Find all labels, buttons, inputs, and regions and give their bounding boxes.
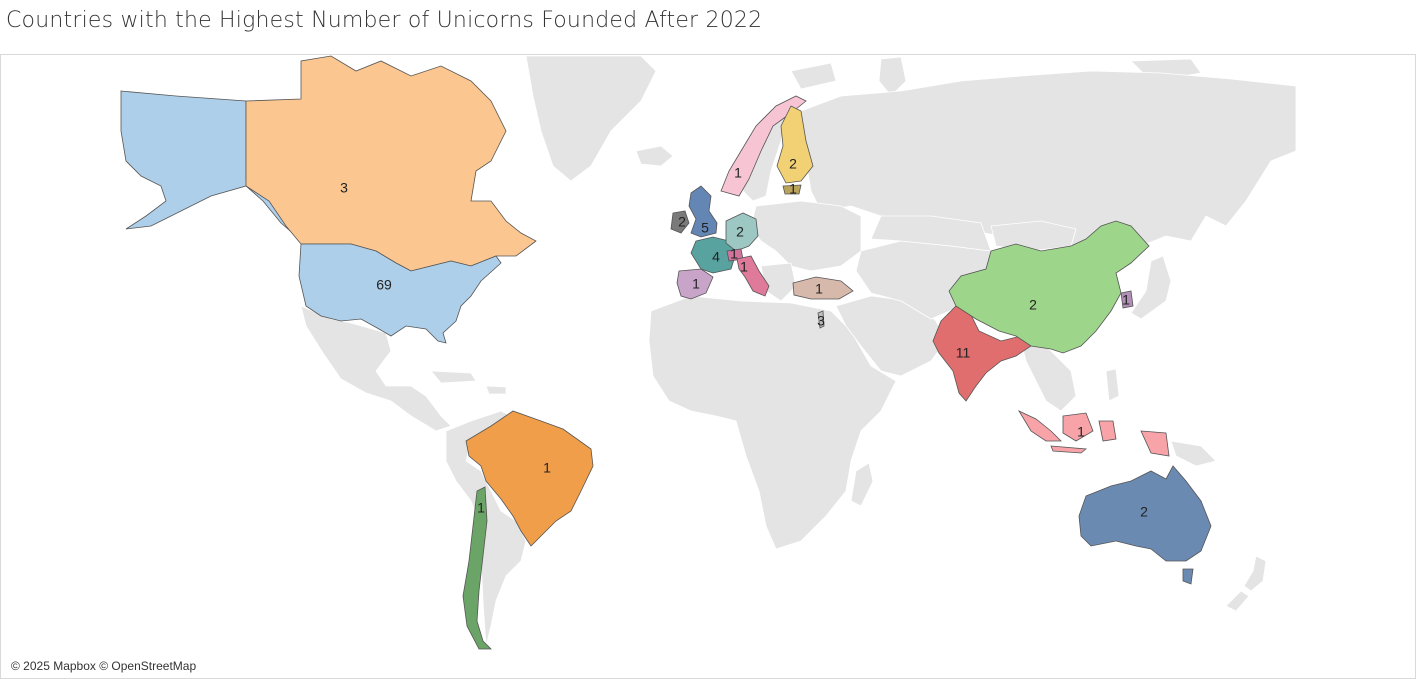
label-south-korea: 1 bbox=[1122, 292, 1130, 308]
region-germany[interactable] bbox=[725, 212, 759, 252]
label-ireland: 2 bbox=[678, 214, 686, 230]
highlighted-countries bbox=[120, 55, 1212, 650]
region-india[interactable] bbox=[932, 305, 1032, 402]
label-spain: 1 bbox=[692, 276, 700, 292]
region-united-kingdom[interactable] bbox=[688, 185, 718, 238]
label-finland: 2 bbox=[789, 156, 797, 172]
region-italy[interactable] bbox=[736, 255, 770, 297]
region-canada[interactable] bbox=[245, 55, 537, 272]
label-united-states: 69 bbox=[376, 277, 392, 293]
label-estonia: 1 bbox=[789, 181, 797, 197]
label-india: 11 bbox=[956, 345, 971, 361]
region-australia[interactable] bbox=[1078, 465, 1212, 585]
label-norway: 1 bbox=[734, 165, 742, 181]
world-map[interactable]: 69 3 1 1 5 2 4 2 1 1 1 1 2 1 1 3 11 2 1 … bbox=[1, 55, 1415, 678]
region-israel[interactable] bbox=[817, 310, 825, 329]
region-chile[interactable] bbox=[462, 486, 492, 650]
map-attribution[interactable]: © 2025 Mapbox © OpenStreetMap bbox=[8, 658, 200, 674]
label-switzerland: 1 bbox=[730, 246, 738, 262]
label-israel: 3 bbox=[817, 313, 825, 329]
region-turkey[interactable] bbox=[792, 276, 854, 300]
label-australia: 2 bbox=[1140, 504, 1148, 520]
region-ireland[interactable] bbox=[670, 210, 690, 234]
map-view[interactable]: 69 3 1 1 5 2 4 2 1 1 1 1 2 1 1 3 11 2 1 … bbox=[0, 54, 1416, 679]
region-finland[interactable] bbox=[776, 105, 814, 184]
label-canada: 3 bbox=[340, 180, 348, 196]
chart-title: Countries with the Highest Number of Uni… bbox=[6, 8, 763, 33]
region-spain[interactable] bbox=[676, 268, 714, 300]
region-estonia[interactable] bbox=[782, 184, 802, 195]
label-indonesia: 1 bbox=[1077, 424, 1085, 440]
region-indonesia[interactable] bbox=[1017, 410, 1170, 457]
region-china[interactable] bbox=[948, 220, 1150, 354]
region-labels: 69 3 1 1 5 2 4 2 1 1 1 1 2 1 1 3 11 2 1 … bbox=[340, 156, 1148, 520]
label-brazil: 1 bbox=[543, 460, 551, 476]
label-turkey: 1 bbox=[815, 281, 823, 297]
label-china: 2 bbox=[1029, 297, 1037, 313]
label-chile: 1 bbox=[477, 500, 485, 516]
region-norway[interactable] bbox=[720, 95, 807, 197]
region-south-korea[interactable] bbox=[1120, 290, 1134, 309]
label-italy: 1 bbox=[740, 259, 748, 275]
region-france[interactable] bbox=[690, 236, 737, 274]
region-brazil[interactable] bbox=[465, 410, 594, 547]
label-united-kingdom: 5 bbox=[701, 220, 709, 236]
label-germany: 2 bbox=[736, 224, 744, 240]
base-land bbox=[300, 55, 1297, 647]
region-united-states[interactable] bbox=[298, 243, 502, 344]
label-france: 4 bbox=[712, 249, 720, 265]
